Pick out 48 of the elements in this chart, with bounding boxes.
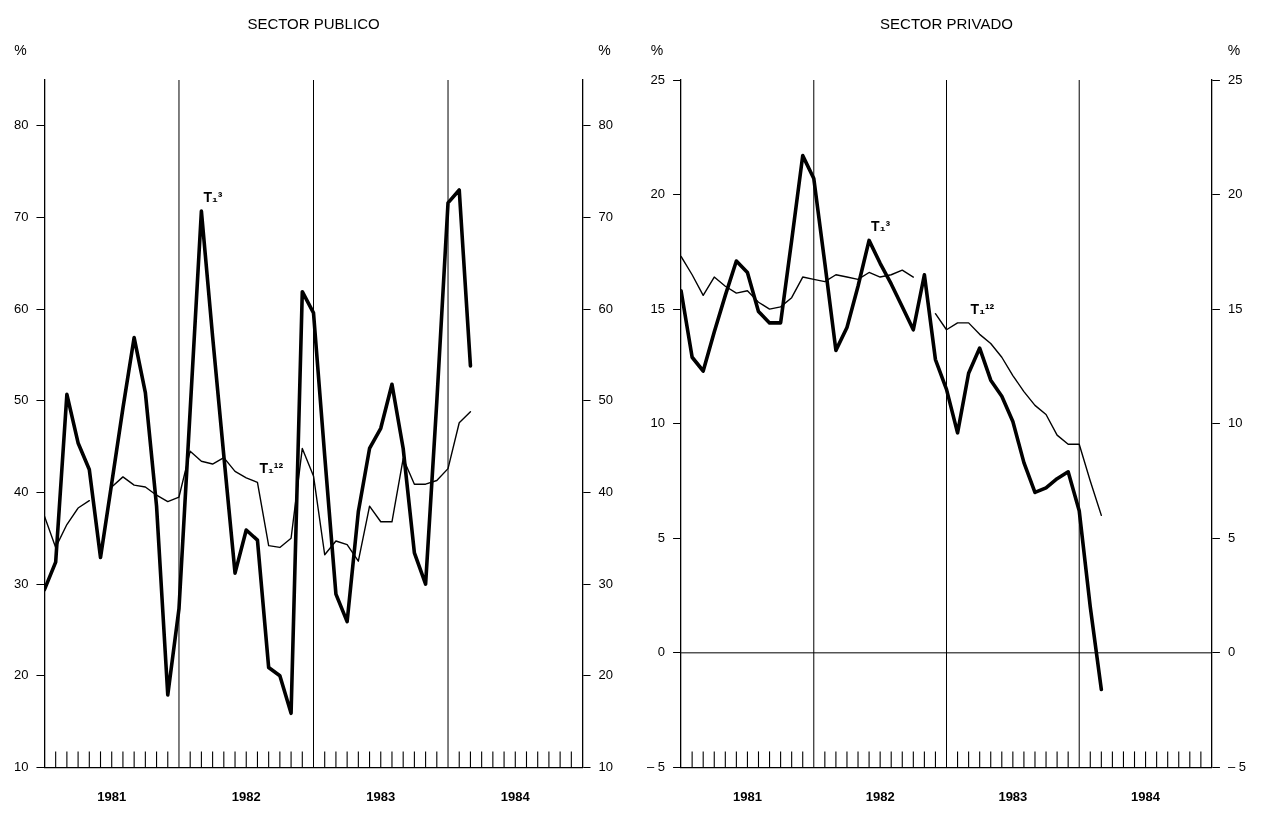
- y2-tick-label: 5: [1227, 529, 1236, 545]
- y2-tick-label: 15: [1227, 300, 1243, 316]
- y2-axis-title: %: [1227, 41, 1241, 58]
- x-tick-label: 1981: [732, 788, 762, 804]
- y2-tick-label: 30: [598, 575, 614, 591]
- y-tick-label: 20: [13, 667, 29, 683]
- y-tick-label: 30: [13, 575, 29, 591]
- y2-tick-label: 60: [598, 300, 614, 316]
- y2-tick-label: 25: [1227, 71, 1243, 87]
- y2-tick-label: 10: [598, 758, 614, 774]
- y2-tick-label: 10: [1227, 415, 1243, 431]
- x-tick-label: 1984: [1131, 788, 1161, 804]
- y-tick-label: 10: [13, 758, 29, 774]
- annotation: T₁¹²: [259, 460, 284, 477]
- y-tick-label: 15: [650, 300, 666, 316]
- y-tick-label: 40: [13, 484, 29, 500]
- y2-tick-label: – 5: [1227, 758, 1247, 774]
- x-tick-label: 1981: [97, 788, 127, 804]
- x-tick-label: 1982: [231, 788, 261, 804]
- y-axis-title: %: [650, 41, 664, 58]
- y-tick-label: 25: [650, 71, 666, 87]
- y2-tick-label: 50: [598, 392, 614, 408]
- y2-tick-label: 20: [1227, 186, 1243, 202]
- chart-title: SECTOR PRIVADO: [880, 15, 1013, 33]
- y-tick-label: 70: [13, 209, 29, 225]
- x-tick-label: 1982: [865, 788, 895, 804]
- y2-tick-label: 70: [598, 209, 614, 225]
- y2-tick-label: 0: [1227, 644, 1236, 660]
- y-tick-label: 5: [657, 529, 666, 545]
- chart-title: SECTOR PUBLICO: [247, 15, 380, 33]
- y2-tick-label: 20: [598, 667, 614, 683]
- annotation: T₁¹²: [970, 300, 995, 317]
- y-tick-label: 20: [650, 186, 666, 202]
- y-tick-label: 60: [13, 300, 29, 316]
- y-tick-label: 50: [13, 392, 29, 408]
- y2-tick-label: 80: [598, 117, 614, 133]
- y-axis-title: %: [14, 41, 27, 58]
- y-tick-label: – 5: [646, 758, 666, 774]
- y-tick-label: 10: [650, 415, 666, 431]
- annotation: T₁³: [203, 188, 223, 205]
- y-tick-label: 0: [657, 644, 666, 660]
- x-tick-label: 1983: [366, 788, 396, 804]
- y2-axis-title: %: [598, 41, 611, 58]
- x-tick-label: 1984: [500, 788, 531, 804]
- y-tick-label: 80: [13, 117, 29, 133]
- x-tick-label: 1983: [998, 788, 1028, 804]
- annotation: T₁³: [871, 218, 891, 235]
- y2-tick-label: 40: [598, 484, 614, 500]
